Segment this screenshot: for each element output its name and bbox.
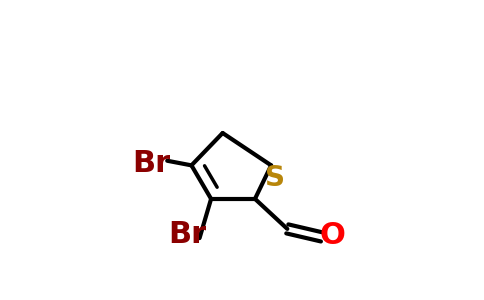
Text: S: S xyxy=(265,164,285,192)
Text: O: O xyxy=(319,221,345,250)
Text: Br: Br xyxy=(132,148,170,178)
Text: Br: Br xyxy=(168,220,206,249)
